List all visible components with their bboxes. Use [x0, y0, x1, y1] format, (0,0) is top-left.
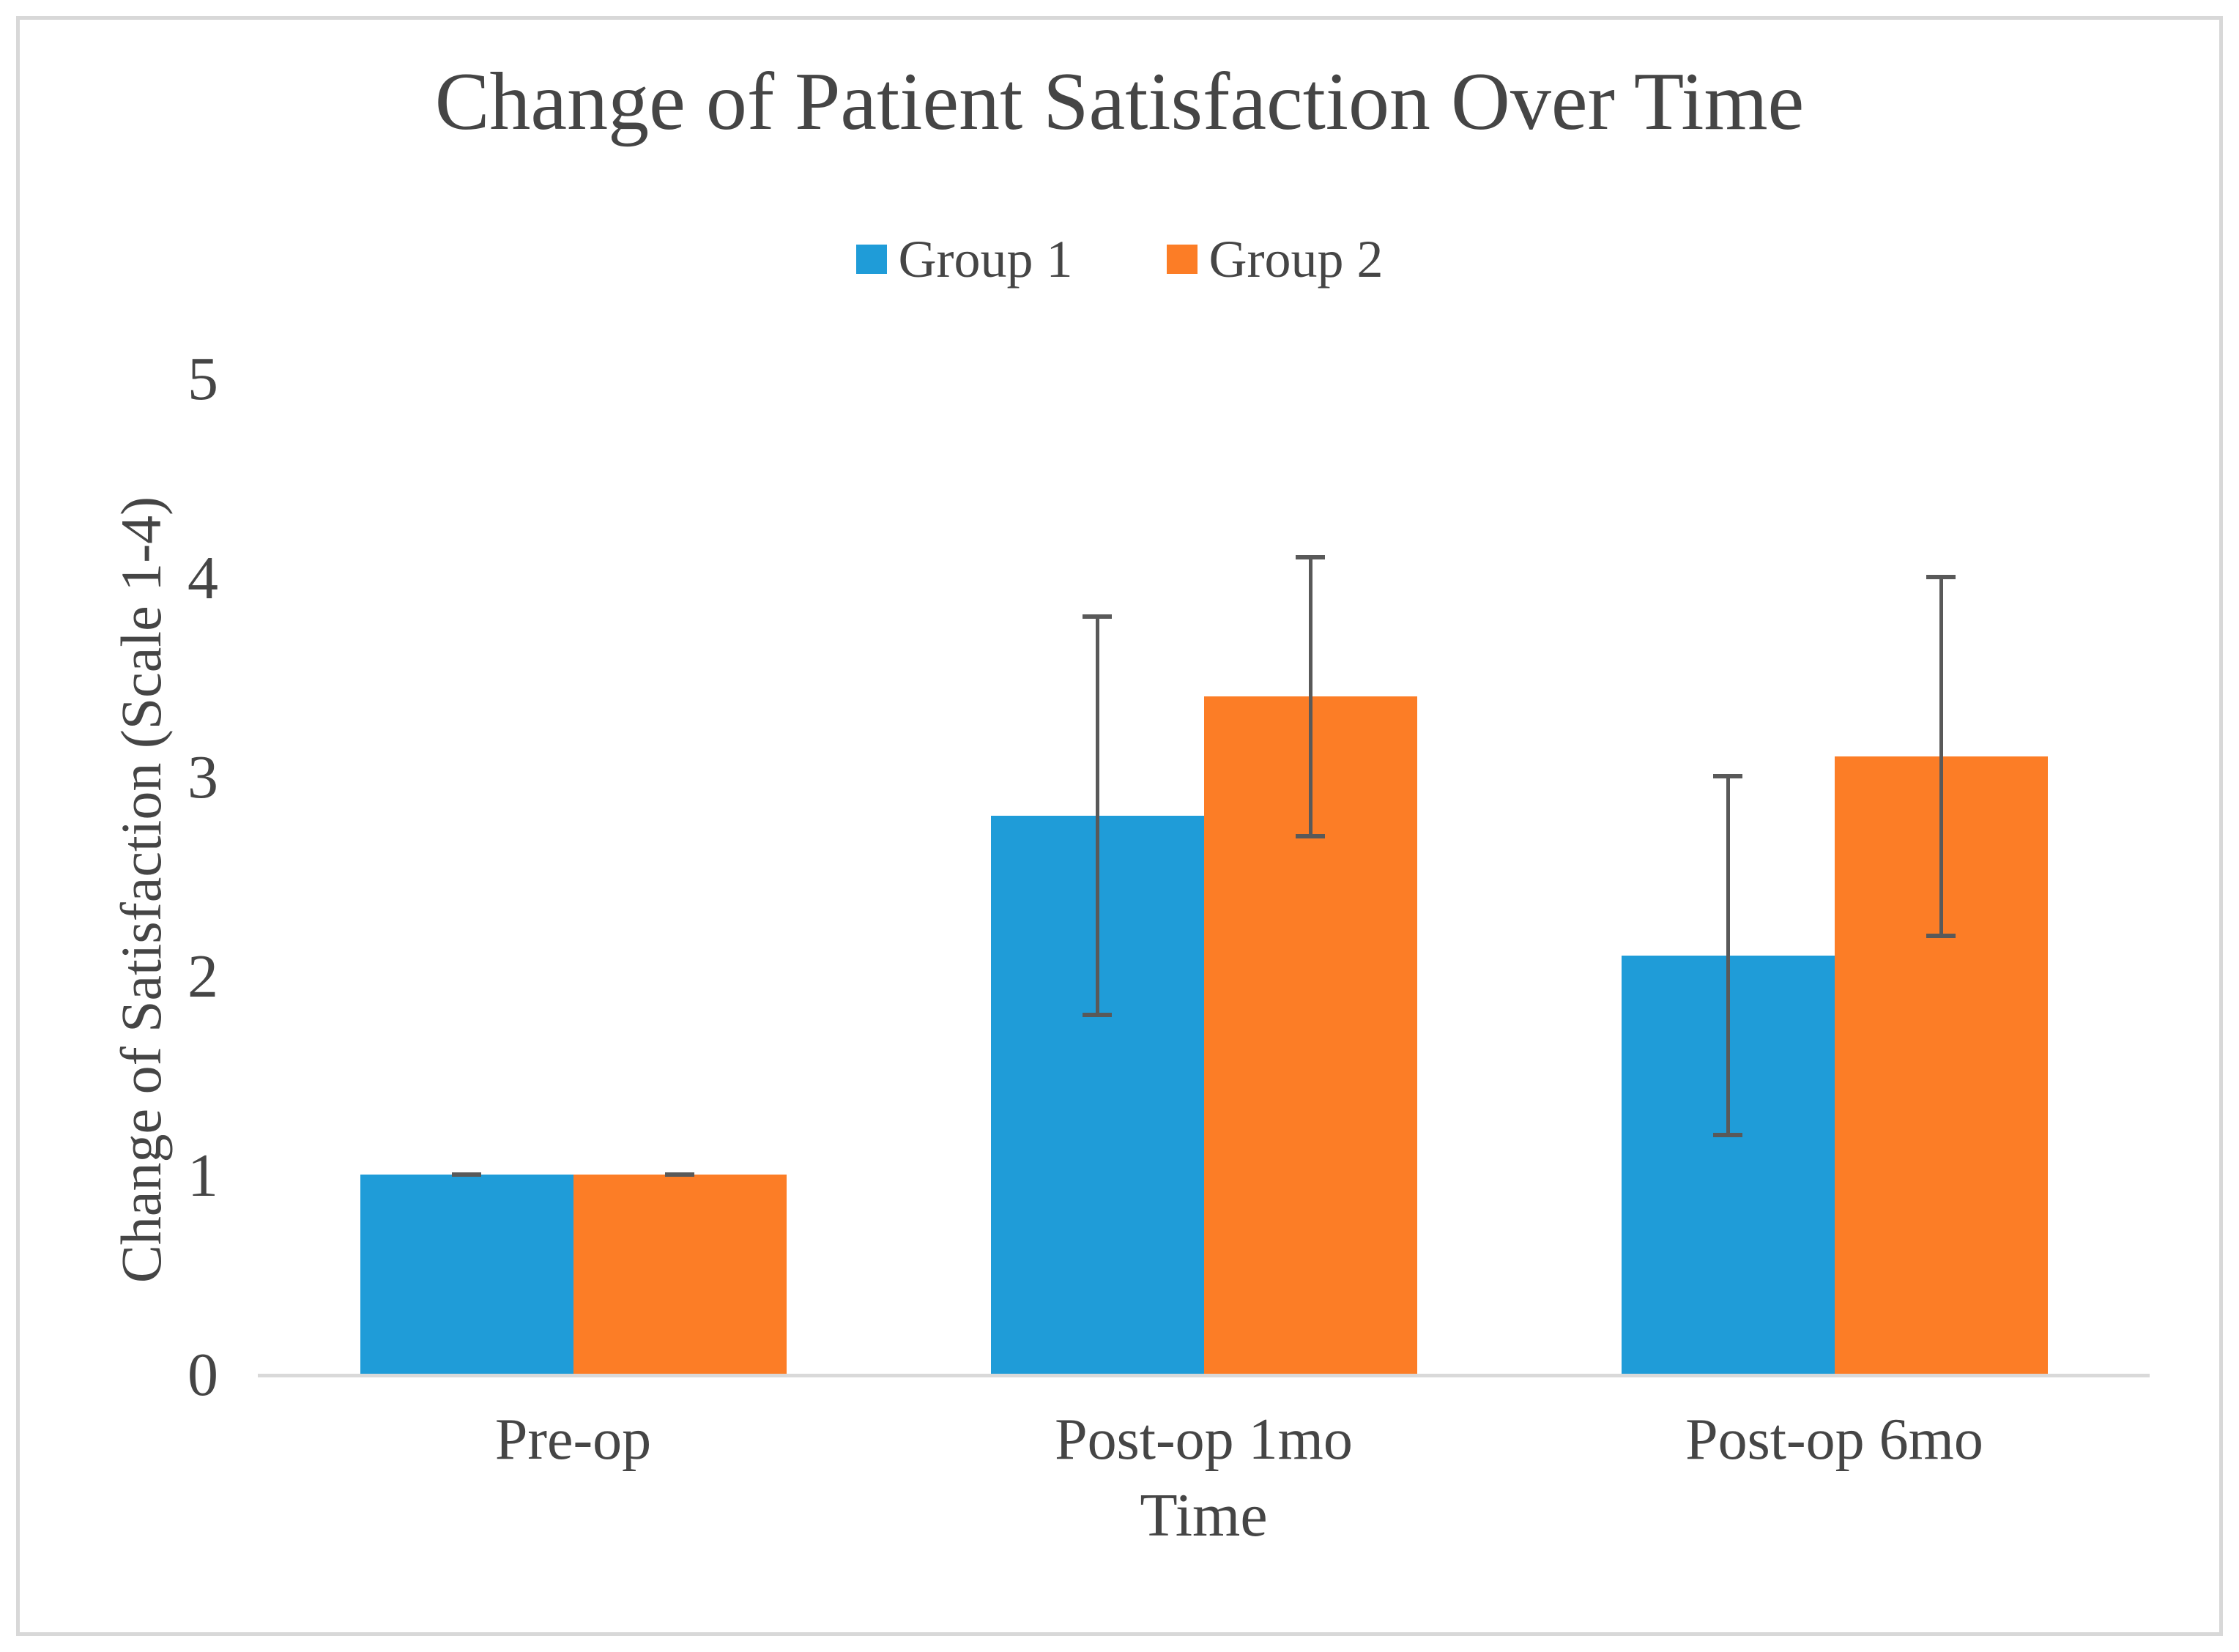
legend-label-group1: Group 1 [898, 230, 1073, 289]
y-tick-label: 1 [187, 1142, 218, 1210]
error-bar-line [1726, 776, 1730, 1135]
x-axis-title: Time [1140, 1481, 1268, 1549]
error-bar-line [1308, 557, 1312, 836]
error-bar-cap-bottom [1926, 933, 1956, 938]
error-bar-cap-top [1926, 575, 1956, 579]
bar-group2-pre-op [573, 1175, 787, 1374]
error-bar-cap-bottom [665, 1172, 694, 1177]
category-label: Pre-op [494, 1407, 652, 1472]
chart-title: Change of Patient Satisfaction Over Time [434, 56, 1805, 147]
y-tick-label: 5 [187, 345, 218, 413]
error-bar-cap-top [1083, 614, 1112, 620]
legend-item-group2: Group 2 [1166, 230, 1384, 289]
y-tick-label: 3 [187, 743, 218, 811]
bar-group1-pre-op [360, 1175, 573, 1374]
legend-label-group2: Group 2 [1208, 230, 1384, 289]
error-bar-cap-top [1296, 554, 1325, 559]
x-axis-line [258, 1374, 2150, 1377]
legend: Group 1 Group 2 [0, 233, 2239, 286]
error-bar-cap-top [1713, 774, 1742, 778]
y-tick-label: 4 [187, 544, 218, 612]
error-bar-cap-bottom [1083, 1013, 1112, 1018]
error-bar-line [1939, 577, 1943, 936]
error-bar-cap-bottom [1713, 1132, 1742, 1137]
legend-swatch-group2 [1166, 245, 1198, 274]
category-label: Post-op 1mo [1055, 1407, 1353, 1472]
y-tick-label: 2 [187, 942, 218, 1011]
legend-swatch-group1 [855, 245, 887, 274]
legend-item-group1: Group 1 [855, 230, 1073, 289]
category-label: Post-op 6mo [1685, 1407, 1983, 1472]
error-bar-cap-bottom [1296, 833, 1325, 838]
y-tick-label: 0 [187, 1341, 218, 1409]
error-bar-line [1095, 617, 1099, 1016]
error-bar-cap-bottom [452, 1172, 481, 1177]
